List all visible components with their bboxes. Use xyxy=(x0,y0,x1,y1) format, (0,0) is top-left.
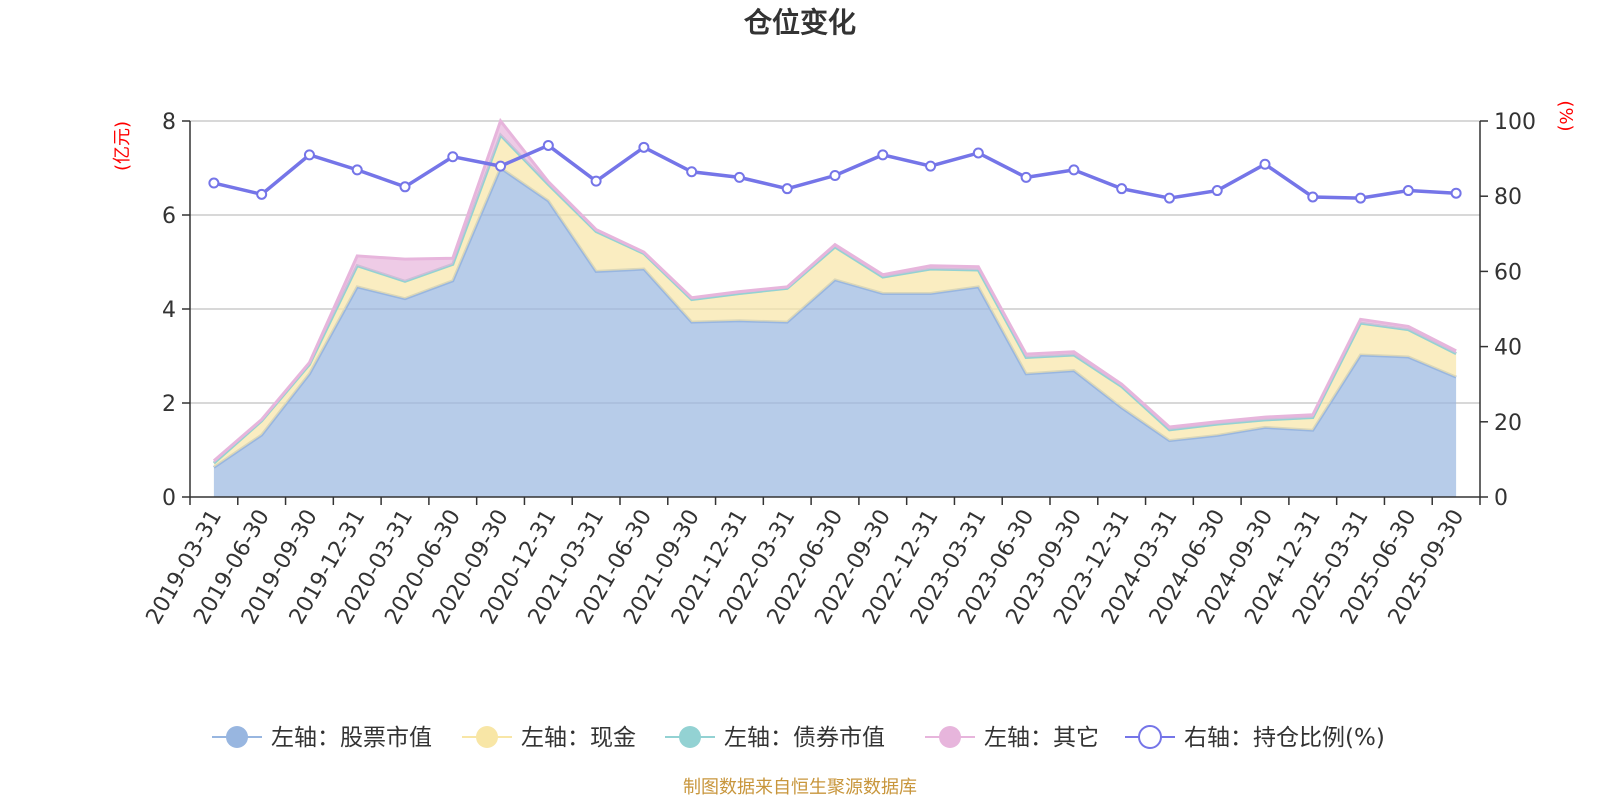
right-axis-unit: (%) xyxy=(1555,100,1576,131)
ratio-point-0 xyxy=(208,177,220,189)
left-tick-label-2: 4 xyxy=(162,298,176,323)
ratio-point-21 xyxy=(1211,185,1223,197)
left-tick-label-1: 2 xyxy=(162,392,176,417)
legend-item-4[interactable]: 右轴：持仓比例(%) xyxy=(1125,725,1385,751)
ratio-point-24 xyxy=(1355,192,1367,204)
legend-marker-2 xyxy=(679,726,701,748)
ratio-point-10 xyxy=(686,166,698,178)
ratio-point-3 xyxy=(351,164,363,176)
ratio-point-9 xyxy=(638,141,650,153)
ratio-point-5 xyxy=(447,151,459,163)
right-tick-label-1: 20 xyxy=(1494,411,1522,436)
legend-marker-1 xyxy=(476,726,498,748)
ratio-point-1 xyxy=(256,188,268,200)
right-tick-label-0: 0 xyxy=(1494,486,1508,511)
ratio-point-13 xyxy=(829,170,841,182)
left-axis-unit: (亿元) xyxy=(112,121,133,171)
ratio-point-23 xyxy=(1307,191,1319,203)
legend-item-3[interactable]: 左轴：其它 xyxy=(925,725,1099,751)
left-tick-label-3: 6 xyxy=(162,204,176,229)
ratio-point-2 xyxy=(303,149,315,161)
chart-title: 仓位变化 xyxy=(744,6,856,39)
legend-item-2[interactable]: 左轴：债券市值 xyxy=(665,725,885,751)
area-series-0 xyxy=(213,168,1457,497)
ratio-point-17 xyxy=(1020,171,1032,183)
right-tick-label-3: 60 xyxy=(1494,260,1522,285)
right-tick-label-2: 40 xyxy=(1494,336,1522,361)
legend-label-2: 左轴：债券市值 xyxy=(724,725,885,751)
ratio-point-11 xyxy=(733,171,745,183)
ratio-point-25 xyxy=(1402,185,1414,197)
ratio-point-26 xyxy=(1450,187,1462,199)
ratio-point-4 xyxy=(399,181,411,193)
legend-marker-4 xyxy=(1138,725,1162,749)
ratio-point-20 xyxy=(1163,192,1175,204)
x-axis-labels: 2019-03-312019-06-302019-09-302019-12-31… xyxy=(142,505,1470,628)
ratio-point-8 xyxy=(590,175,602,187)
legend-label-3: 左轴：其它 xyxy=(984,725,1099,751)
ratio-point-19 xyxy=(1116,183,1128,195)
ratio-point-6 xyxy=(495,160,507,172)
legend-label-4: 右轴：持仓比例(%) xyxy=(1184,725,1385,751)
legend-label-0: 左轴：股票市值 xyxy=(271,725,432,751)
ratio-point-7 xyxy=(542,139,554,151)
ratio-point-12 xyxy=(781,183,793,195)
ratio-point-16 xyxy=(972,147,984,159)
legend-marker-0 xyxy=(226,726,248,748)
area-edge-series-3 xyxy=(212,117,1457,462)
ratio-point-14 xyxy=(877,149,889,161)
ratio-point-15 xyxy=(925,160,937,172)
stacked-areas xyxy=(212,117,1457,497)
right-tick-label-5: 100 xyxy=(1494,110,1536,135)
legend-marker-3 xyxy=(939,726,961,748)
ratio-line xyxy=(208,139,1462,204)
left-tick-label-0: 0 xyxy=(162,486,176,511)
left-tick-label-4: 8 xyxy=(162,110,176,135)
source-note: 制图数据来自恒生聚源数据库 xyxy=(683,777,917,798)
ratio-point-18 xyxy=(1068,164,1080,176)
legend-item-1[interactable]: 左轴：现金 xyxy=(462,725,636,751)
right-tick-label-4: 80 xyxy=(1494,185,1522,210)
legend-label-1: 左轴：现金 xyxy=(521,725,636,751)
legend[interactable]: 左轴：股票市值 左轴：现金 左轴：债券市值 左轴：其它 右轴：持仓比例(%) xyxy=(212,725,1385,751)
ratio-point-22 xyxy=(1259,158,1271,170)
legend-item-0[interactable]: 左轴：股票市值 xyxy=(212,725,432,751)
